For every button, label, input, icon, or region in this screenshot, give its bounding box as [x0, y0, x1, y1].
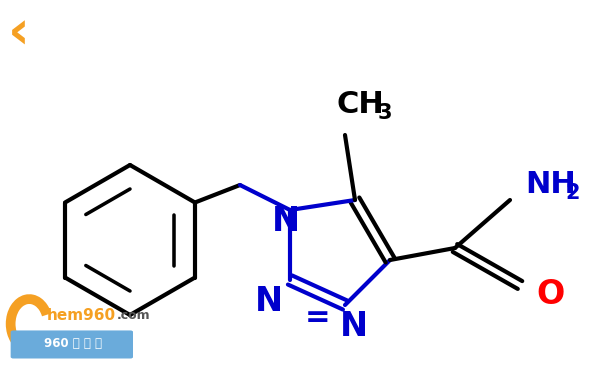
Text: 3: 3 — [378, 103, 393, 123]
Text: NH: NH — [525, 170, 576, 199]
Text: N: N — [255, 285, 283, 318]
Text: N: N — [272, 205, 300, 238]
Text: CH: CH — [337, 90, 385, 119]
Text: O: O — [536, 279, 564, 312]
Text: ‹: ‹ — [8, 8, 30, 60]
Text: =: = — [305, 303, 330, 332]
Text: N: N — [340, 310, 368, 343]
Text: 2: 2 — [565, 183, 580, 203]
